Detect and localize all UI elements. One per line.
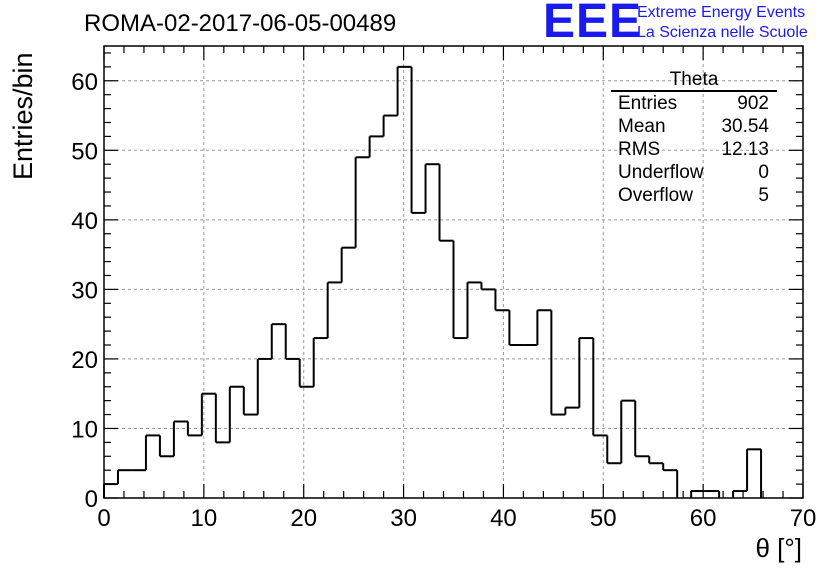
y-tick-label: 50	[71, 138, 98, 165]
x-tick-label: 10	[191, 505, 218, 532]
stats-value: 0	[758, 162, 769, 183]
x-tick-label: 0	[97, 505, 110, 532]
histogram-bars	[103, 65, 763, 498]
stats-label: Entries	[618, 93, 678, 114]
axes	[103, 45, 804, 499]
stats-box: Theta Entries 902 Mean 30.54 RMS 12.13 U…	[611, 70, 777, 207]
logo-line-2: La Scienza nelle Scuole	[637, 24, 808, 41]
x-tick-label: 40	[490, 505, 517, 532]
stats-value: 5	[758, 185, 769, 206]
x-tick-label: 50	[590, 505, 617, 532]
logo-line-1: Extreme Energy Events	[637, 4, 806, 21]
stats-row: Mean 30.54	[611, 115, 777, 138]
x-axis-label: θ [°]	[755, 533, 802, 563]
y-tick-label: 20	[71, 347, 98, 374]
stats-row: Underflow 0	[611, 161, 777, 184]
stats-value: 12.13	[721, 139, 769, 160]
stats-row: Overflow 5	[611, 184, 777, 207]
y-tick-label: 10	[71, 416, 98, 443]
stats-label: Mean	[618, 116, 666, 137]
stats-value: 30.54	[721, 116, 769, 137]
eee-logo: EEE Extreme Energy Events La Scienza nel…	[543, 0, 833, 48]
stats-row: Entries 902	[611, 92, 777, 115]
plot-frame	[103, 45, 804, 499]
y-axis-label: Entries/bin	[8, 52, 38, 180]
x-tick-label: 20	[290, 505, 317, 532]
stats-row: RMS 12.13	[611, 138, 777, 161]
x-tick-label: 60	[690, 505, 717, 532]
logo-mark: EEE	[543, 0, 643, 48]
stats-label: RMS	[618, 139, 661, 160]
y-tick-label: 0	[85, 486, 98, 513]
stats-label: Underflow	[618, 162, 704, 183]
y-tick-label: 40	[71, 208, 98, 235]
stats-title: Theta	[611, 70, 777, 92]
stats-label: Overflow	[618, 185, 693, 206]
y-tick-label: 60	[71, 69, 98, 96]
x-tick-label: 70	[790, 505, 817, 532]
chart-title: ROMA-02-2017-06-05-00489	[84, 10, 397, 37]
stats-value: 902	[737, 93, 769, 114]
y-tick-label: 30	[71, 277, 98, 304]
x-tick-label: 30	[390, 505, 417, 532]
